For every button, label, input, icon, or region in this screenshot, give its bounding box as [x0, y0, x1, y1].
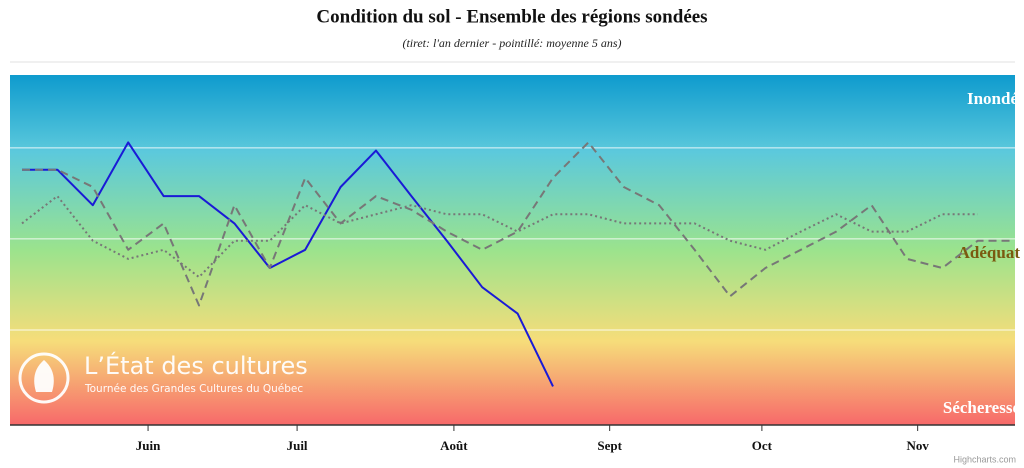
logo: [18, 352, 70, 404]
watermark-title: L’État des cultures: [84, 351, 308, 380]
credits: Highcharts.com: [953, 454, 1016, 464]
series-line: [22, 141, 554, 387]
x-tick-label: Juin: [136, 438, 161, 453]
x-tick-label: Août: [440, 438, 468, 453]
x-tick-label: Juil: [287, 438, 308, 453]
series-line: [21, 195, 978, 279]
logo-icon: [34, 360, 54, 392]
plot-background: [10, 75, 1015, 425]
band-label: Adéquat: [958, 243, 1021, 262]
watermark-subtitle: Tournée des Grandes Cultures du Québec: [84, 383, 303, 395]
band-label: Inondé: [967, 89, 1018, 108]
watermark: L’État des cultures Tournée des Grandes …: [18, 351, 308, 404]
chart-title: Condition du sol - Ensemble des régions …: [316, 6, 707, 27]
x-tick-label: Sept: [597, 438, 622, 453]
band-label: Sécheresse: [943, 398, 1021, 417]
x-tick-label: Nov: [906, 438, 929, 453]
x-tick-label: Oct: [752, 438, 773, 453]
chart-subtitle: (tiret: l'an dernier - pointillé: moyenn…: [402, 36, 621, 50]
series-line: [22, 141, 1014, 307]
